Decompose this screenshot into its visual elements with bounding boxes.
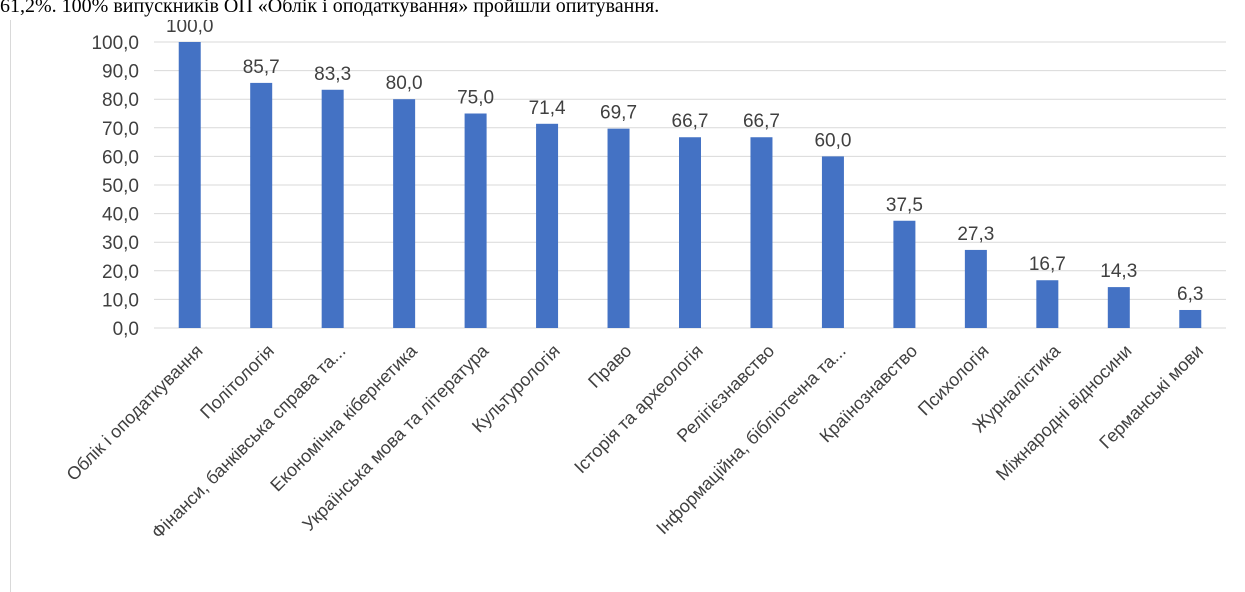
data-label: 27,3: [957, 224, 994, 245]
data-label: 16,7: [1029, 254, 1066, 275]
category-label: Психологія: [914, 341, 993, 420]
data-label: 71,4: [529, 98, 566, 119]
y-tick-label: 70,0: [102, 119, 139, 140]
category-label: Історія та археологія: [570, 341, 707, 478]
y-tick-label: 20,0: [102, 262, 139, 283]
data-label: 100,0: [166, 20, 214, 37]
data-label: 66,7: [672, 111, 709, 132]
data-label: 37,5: [886, 195, 923, 216]
bar: [250, 82, 273, 328]
document-text-line: 61,2%. 100% випускників ОП «Облік і опод…: [0, 0, 660, 17]
data-label: 6,3: [1177, 284, 1203, 305]
y-axis-ticks: 0,0 10,0 20,0 30,0 40,0 50,0 60,0 70,0 80,0 90,0 1…: [91, 33, 139, 340]
y-tick-label: 90,0: [102, 62, 139, 83]
bar: [536, 123, 559, 329]
bar: [321, 89, 344, 329]
category-label: Право: [584, 341, 635, 392]
bar: [1179, 309, 1202, 328]
y-tick-label: 0,0: [113, 319, 139, 340]
bar: [964, 249, 987, 328]
bar: [607, 128, 630, 328]
y-tick-label: 80,0: [102, 90, 139, 111]
bar: [679, 137, 701, 328]
bar: [178, 42, 201, 328]
bar: [750, 137, 773, 328]
data-label: 80,0: [386, 73, 423, 94]
data-label: 85,7: [243, 57, 280, 78]
bar: [1036, 280, 1059, 328]
bar-chart: 0,0 10,0 20,0 30,0 40,0 50,0 60,0 70,0 80,0 90,0 1…: [63, 20, 1226, 543]
data-label: 69,7: [600, 103, 637, 124]
y-tick-label: 100,0: [91, 33, 139, 54]
y-tick-label: 50,0: [102, 176, 139, 197]
category-label: Економічна кібернетика: [266, 340, 421, 495]
data-label: 83,3: [314, 64, 351, 85]
value-labels: 100,0 85,7 83,3 80,0 75,0 71,4 69,7 66,7 66,7 60,…: [166, 20, 1204, 305]
data-label: 66,7: [743, 111, 780, 132]
bar: [893, 220, 916, 328]
bar: [821, 156, 844, 328]
y-tick-label: 60,0: [102, 147, 139, 168]
data-label: 75,0: [457, 88, 494, 109]
y-tick-label: 40,0: [102, 205, 139, 226]
category-label: Міжнародні відносини: [992, 341, 1136, 485]
category-labels: Облік і оподаткуванняПолітологіяФінанси,…: [63, 340, 1208, 543]
bar: [464, 113, 487, 328]
y-tick-label: 10,0: [102, 290, 139, 311]
bars: [178, 42, 1202, 329]
data-label: 14,3: [1100, 261, 1137, 282]
y-tick-label: 30,0: [102, 233, 139, 254]
bar: [1107, 287, 1130, 328]
category-label: Облік і оподаткування: [63, 341, 207, 485]
bar: [393, 99, 416, 328]
chart-area: 0,0 10,0 20,0 30,0 40,0 50,0 60,0 70,0 80,0 90,0 1…: [10, 20, 1245, 592]
data-label: 60,0: [814, 130, 851, 151]
